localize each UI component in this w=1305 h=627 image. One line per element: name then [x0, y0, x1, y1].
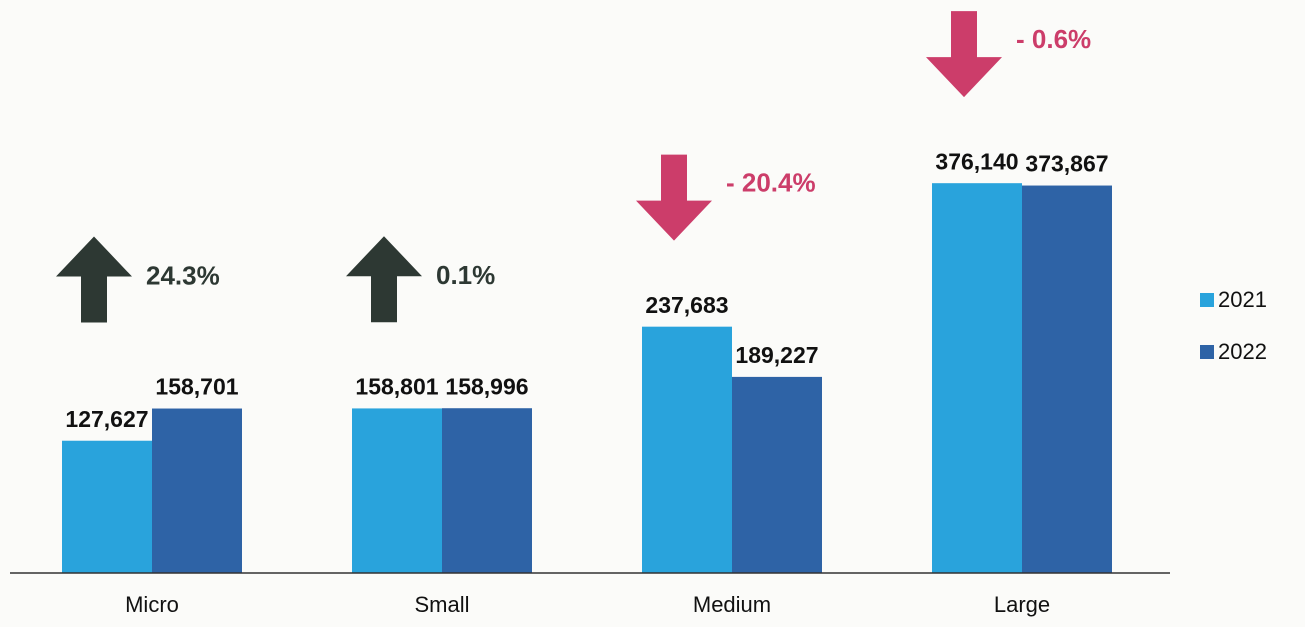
- value-label: 189,227: [735, 342, 818, 368]
- change-label: - 0.6%: [1016, 24, 1091, 54]
- legend-swatch: [1200, 293, 1214, 307]
- x-tick-label: Medium: [693, 592, 771, 617]
- value-label: 127,627: [65, 406, 148, 432]
- value-label: 158,701: [155, 374, 238, 400]
- value-label: 237,683: [645, 292, 728, 318]
- change-label: 0.1%: [436, 260, 495, 290]
- x-tick-label: Small: [414, 592, 469, 617]
- legend-label: 2022: [1218, 339, 1267, 364]
- value-label: 373,867: [1025, 151, 1108, 177]
- bar: [62, 440, 152, 573]
- bar: [732, 376, 822, 573]
- bar: [352, 408, 442, 573]
- change-arrow: [636, 154, 712, 241]
- value-label: 158,801: [355, 374, 438, 400]
- legend-label: 2021: [1218, 287, 1267, 312]
- bar: [932, 183, 1022, 573]
- change-arrow: [926, 11, 1002, 98]
- bar: [642, 326, 732, 573]
- legend-swatch: [1200, 345, 1214, 359]
- change-arrow: [56, 236, 132, 323]
- value-label: 158,996: [445, 373, 528, 399]
- value-label: 376,140: [935, 148, 1018, 174]
- change-label: - 20.4%: [726, 168, 816, 198]
- x-tick-label: Micro: [125, 592, 179, 617]
- x-tick-label: Large: [994, 592, 1050, 617]
- bar: [442, 408, 532, 573]
- bar: [1022, 185, 1112, 573]
- change-arrow: [346, 236, 422, 323]
- change-label: 24.3%: [146, 260, 220, 290]
- bar: [152, 408, 242, 573]
